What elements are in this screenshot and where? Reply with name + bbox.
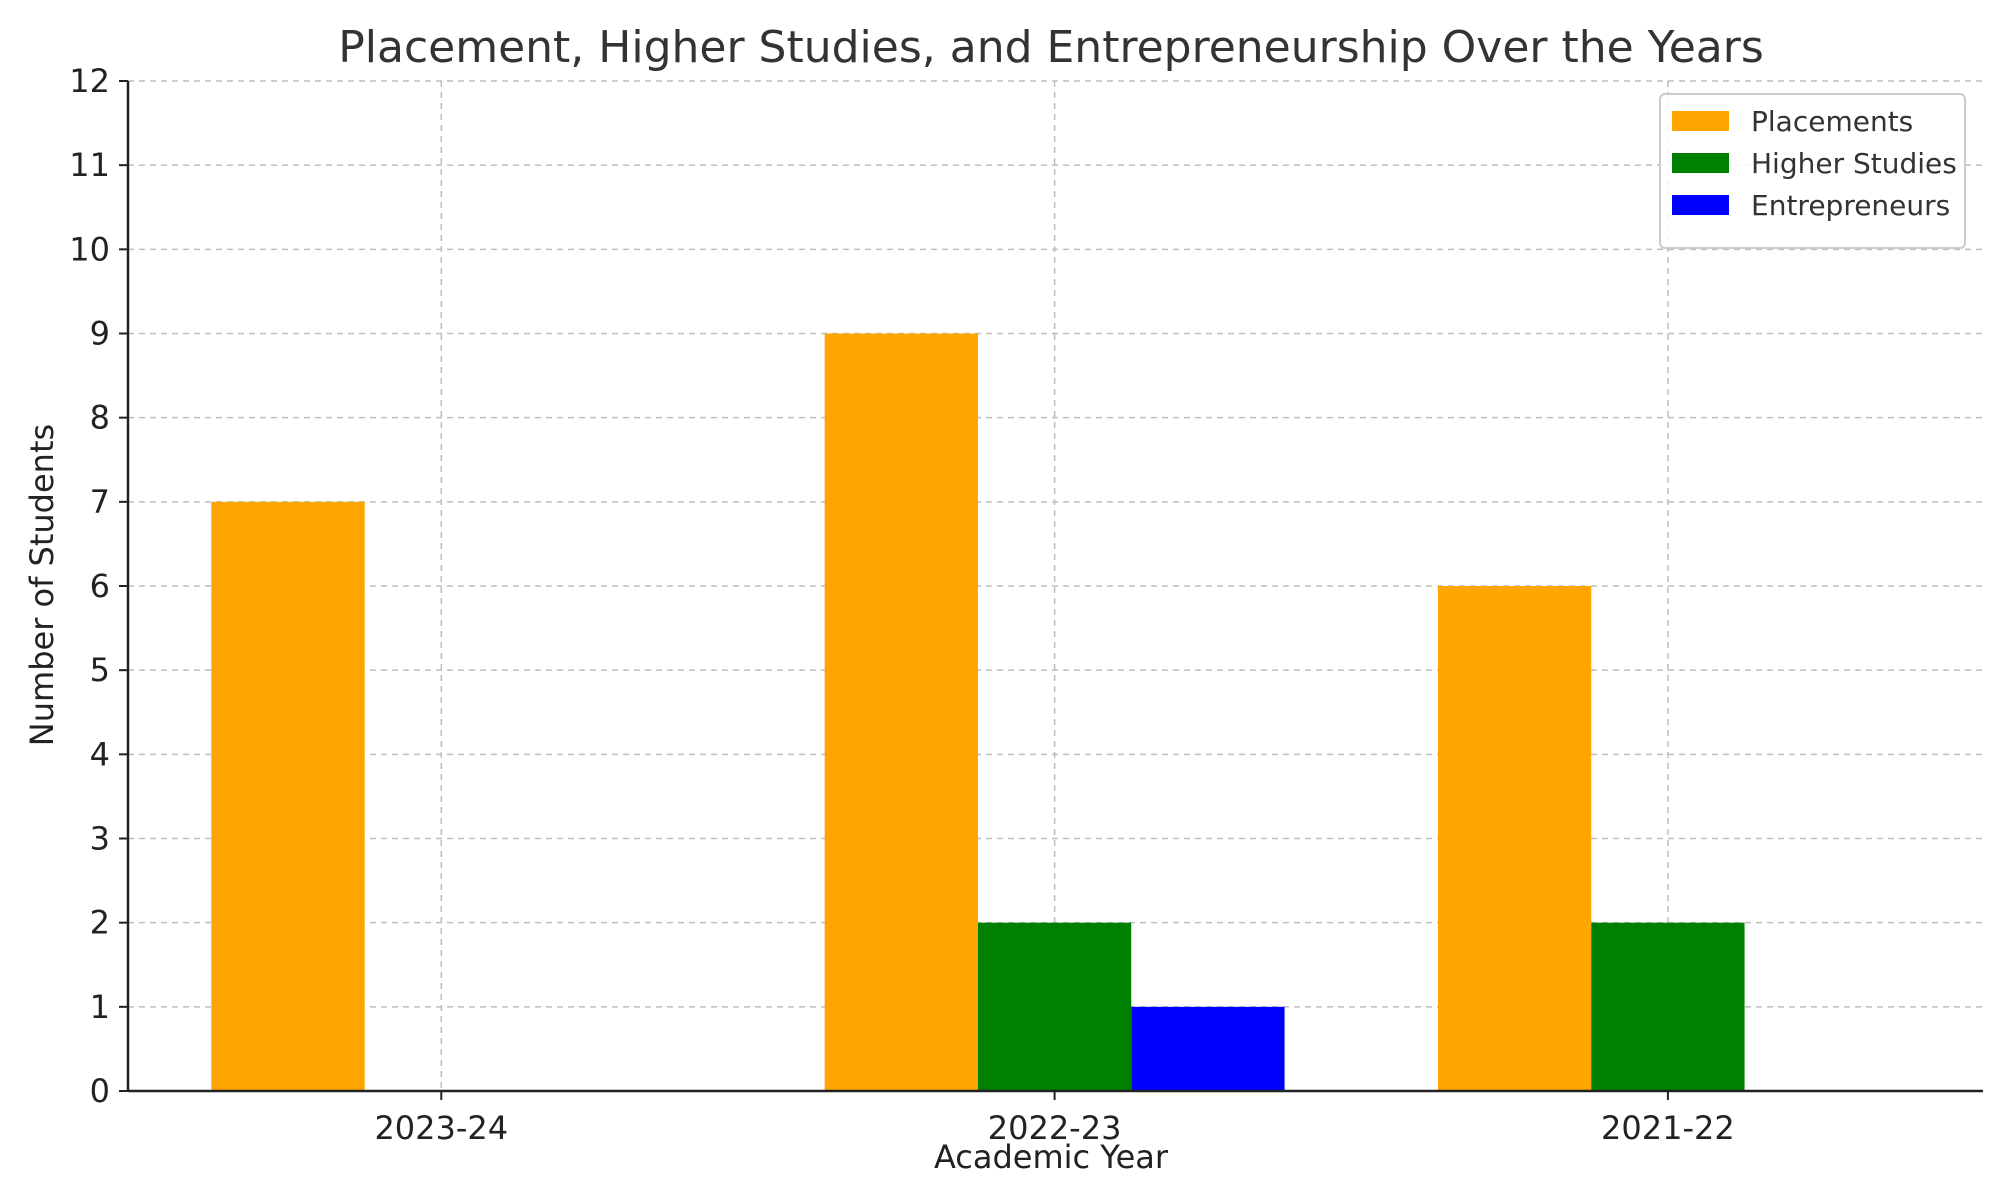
y-tick-label: 6 <box>90 567 110 605</box>
y-tick-label: 5 <box>90 651 110 689</box>
chart-title: Placement, Higher Studies, and Entrepren… <box>338 22 1764 73</box>
x-tick-label: 2021-22 <box>1601 1109 1735 1147</box>
x-tick-label: 2022-23 <box>988 1109 1122 1147</box>
bars <box>211 333 1745 1091</box>
x-tick-label: 2023-24 <box>374 1109 508 1147</box>
legend-label: Entrepreneurs <box>1751 189 1950 222</box>
y-tick-label: 8 <box>90 399 110 437</box>
legend-swatch <box>1672 153 1729 173</box>
y-tick-label: 2 <box>90 904 110 942</box>
y-tick-label: 11 <box>69 146 110 184</box>
legend-label: Higher Studies <box>1751 147 1957 180</box>
bar-entrepreneurs <box>1131 1006 1285 1091</box>
legend: Placements Higher Studies Entrepreneurs <box>1659 93 1966 249</box>
legend-swatch <box>1672 111 1729 131</box>
y-tick-label: 12 <box>69 62 110 100</box>
y-tick-label: 10 <box>69 230 110 268</box>
legend-label: Placements <box>1751 105 1913 138</box>
bar-higher-studies <box>977 922 1132 1091</box>
y-tick-label: 1 <box>90 988 110 1026</box>
grid-lines <box>128 80 1983 1092</box>
y-tick-label: 3 <box>90 820 110 858</box>
y-axis-label: Number of Students <box>23 424 61 746</box>
legend-swatch <box>1672 195 1729 215</box>
x-axis-label: Academic Year <box>934 1138 1169 1176</box>
legend-frame <box>1659 93 1966 249</box>
bar-placements <box>824 333 978 1091</box>
bar-placements <box>1437 586 1592 1091</box>
y-tick-label: 0 <box>90 1072 110 1110</box>
y-tick-label: 9 <box>90 315 110 353</box>
y-tick-label: 7 <box>90 483 110 521</box>
bar-higher-studies <box>1591 922 1745 1091</box>
bar-placements <box>211 501 365 1091</box>
y-tick-label: 4 <box>90 735 110 773</box>
